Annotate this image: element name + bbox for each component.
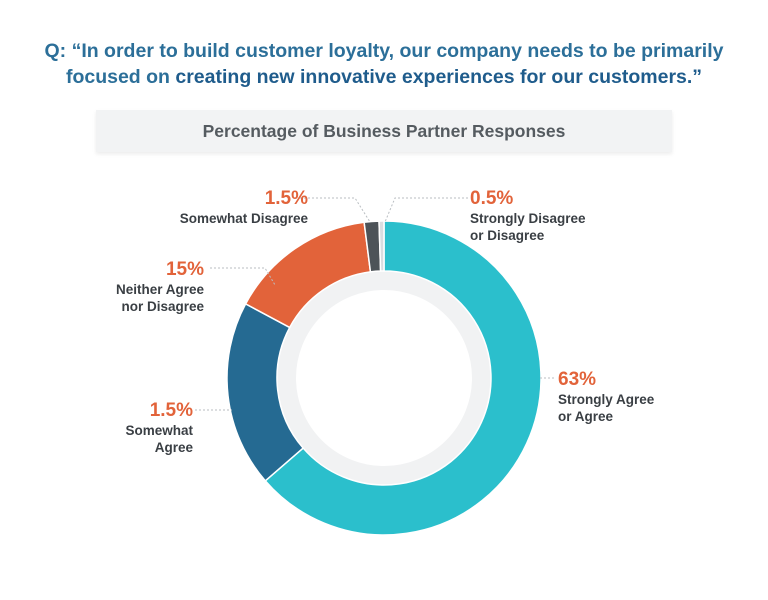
data-label-pct-0: 63% (558, 369, 596, 390)
data-label-pct-4: 0.5% (470, 188, 513, 209)
data-label-text-0-1: or Agree (558, 409, 614, 424)
data-label-text-4-1: or Disagree (470, 228, 545, 243)
question-highlight: creating new innovative experiences for … (175, 66, 703, 88)
question-line-2-prefix: focused on (65, 66, 176, 88)
chart-title-banner: Percentage of Business Partner Responses (96, 110, 672, 152)
question-line-1: Q: “In order to build customer loyalty, … (44, 40, 724, 62)
data-label-pct-1: 1.5% (150, 400, 193, 421)
data-label-text-3-0: Somewhat Disagree (180, 211, 309, 226)
data-label-text-1-0: Somewhat (125, 423, 193, 438)
data-label-text-0-0: Strongly Agree (558, 392, 655, 407)
data-label-text-2-1: nor Disagree (121, 299, 204, 314)
data-label-pct-3: 1.5% (265, 188, 308, 209)
data-label-text-1-1: Agree (155, 440, 194, 455)
leader-line-2 (210, 267, 276, 286)
donut-slice-0 (264, 220, 542, 536)
donut-slice-4 (378, 220, 385, 272)
data-label-text-4-0: Strongly Disagree (470, 211, 586, 226)
question-line-2: focused on creating new innovative exper… (0, 64, 768, 90)
data-label-pct-2: 15% (166, 259, 204, 280)
question-text: Q: “In order to build customer loyalty, … (0, 38, 768, 90)
data-label-text-2-0: Neither Agree (116, 282, 205, 297)
chart-title: Percentage of Business Partner Responses (202, 120, 566, 141)
leader-line-4 (384, 197, 468, 223)
leader-line-3 (300, 197, 371, 223)
donut-inner-halo (276, 270, 492, 486)
